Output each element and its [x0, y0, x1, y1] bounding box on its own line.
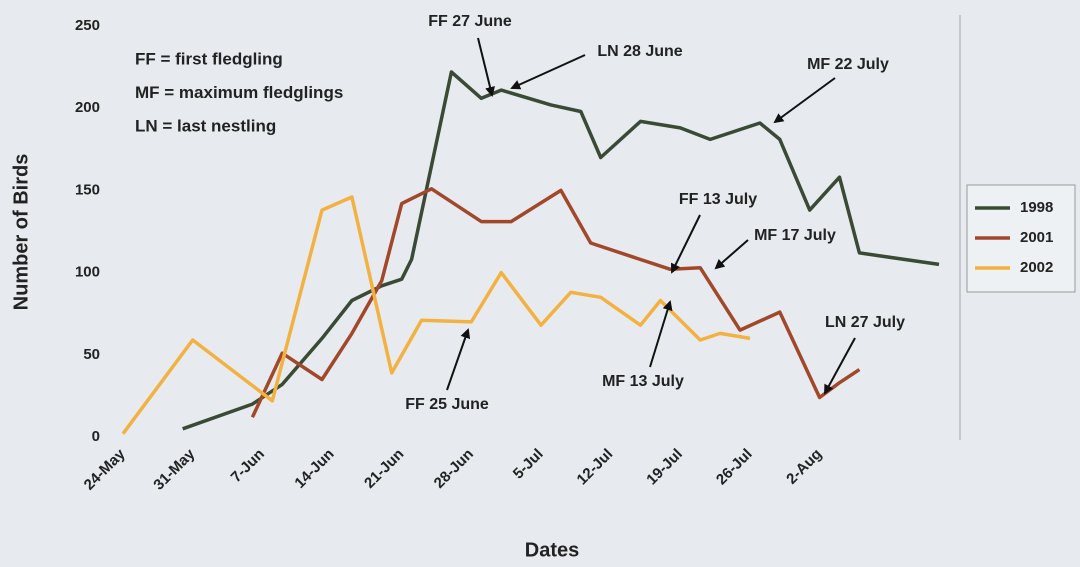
y-tick-label: 150 [75, 181, 100, 198]
x-tick-label: 5-Jul [510, 446, 547, 483]
annotation-arrow [714, 239, 749, 270]
y-axis-label: Number of Birds [10, 154, 32, 311]
annotation-arrow [649, 300, 673, 368]
key-text: LN = last nestling [135, 116, 276, 135]
annotation: FF 27 June [428, 13, 512, 30]
legend-label: 2002 [1020, 259, 1053, 276]
annotation: LN 28 June [597, 43, 682, 60]
x-axis-label: Dates [525, 539, 579, 561]
annotation-arrow [446, 328, 471, 391]
annotation: FF 25 June [405, 396, 489, 413]
x-tick-label: 21-Jun [361, 446, 407, 492]
x-tick-label: 2-Aug [783, 446, 825, 488]
key-text: MF = maximum fledglings [135, 83, 343, 102]
annotation: MF 13 July [602, 373, 684, 390]
legend-label: 1998 [1020, 199, 1053, 216]
annotation: LN 27 July [825, 314, 905, 331]
annotation-arrow [477, 37, 495, 97]
x-tick-label: 19-Jul [643, 446, 686, 489]
y-tick-label: 100 [75, 264, 100, 281]
x-tick-label: 14-Jun [291, 446, 337, 492]
annotation: FF 13 July [679, 191, 757, 208]
series-line [121, 195, 751, 435]
x-tick-label: 24-May [81, 445, 129, 493]
series-line [182, 70, 940, 431]
annotation-arrow [510, 54, 586, 90]
x-tick-label: 26-Jul [713, 446, 756, 489]
y-tick-label: 200 [75, 99, 100, 116]
y-tick-label: 0 [92, 428, 100, 445]
x-tick-label: 28-Jun [431, 446, 477, 492]
annotation: MF 22 July [807, 56, 889, 73]
annotation: MF 17 July [754, 227, 836, 244]
x-tick-label: 31-May [150, 445, 198, 493]
y-tick-label: 250 [75, 17, 100, 34]
annotation-arrow [824, 337, 856, 395]
annotation-arrow [773, 77, 836, 124]
x-tick-label: 7-Jun [228, 446, 268, 486]
key-text: FF = first fledgling [135, 49, 283, 68]
legend-label: 2001 [1020, 229, 1053, 246]
series-line [250, 187, 861, 419]
y-tick-label: 50 [83, 346, 100, 363]
x-tick-label: 12-Jul [574, 446, 617, 489]
annotation-arrow [671, 214, 701, 274]
